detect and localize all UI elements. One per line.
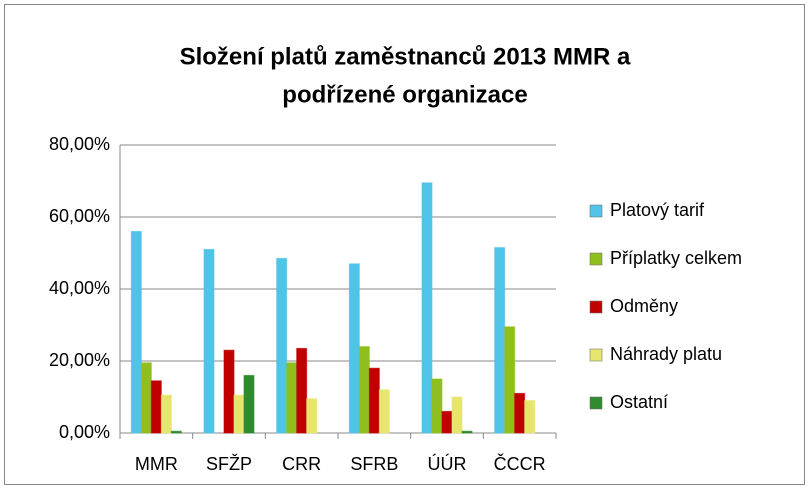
bar	[286, 362, 298, 434]
legend-label: Odměny	[610, 296, 678, 316]
x-tick-label: MMR	[135, 454, 178, 474]
chart-border	[4, 4, 805, 485]
legend-label: Příplatky celkem	[610, 248, 742, 268]
legend-swatch	[589, 300, 603, 314]
bar	[494, 247, 506, 434]
bar	[378, 389, 390, 434]
legend-swatch	[589, 348, 603, 362]
bar	[431, 378, 443, 434]
bar	[233, 394, 245, 434]
bar	[170, 430, 182, 434]
bar	[140, 362, 152, 434]
y-tick-label: 80,00%	[49, 134, 110, 154]
legend-label: Náhrady platu	[610, 344, 722, 364]
legend-swatch	[589, 252, 603, 266]
y-tick-label: 40,00%	[49, 278, 110, 298]
bar	[306, 398, 318, 434]
x-tick-label: SFŽP	[206, 454, 252, 474]
chart-title: Složení platů zaměstnanců 2013 MMR a	[180, 43, 631, 70]
bar	[160, 394, 172, 434]
x-tick-label: CRR	[282, 454, 321, 474]
bar	[223, 349, 235, 434]
legend-swatch	[589, 204, 603, 218]
bar	[348, 263, 360, 434]
x-tick-label: ÚÚR	[428, 453, 467, 474]
legend-label: Ostatní	[610, 392, 668, 412]
bar	[150, 380, 162, 434]
legend-label: Platový tarif	[610, 200, 705, 220]
y-tick-label: 60,00%	[49, 206, 110, 226]
bar	[276, 257, 288, 434]
bar	[524, 400, 536, 434]
bar	[368, 367, 380, 434]
bar	[203, 248, 215, 434]
bar	[130, 230, 142, 434]
bar	[451, 396, 463, 434]
bar	[461, 430, 473, 434]
bar	[358, 346, 370, 434]
bar	[504, 326, 516, 434]
x-tick-label: ČCCR	[494, 453, 546, 474]
bar	[514, 392, 526, 434]
y-tick-label: 20,00%	[49, 350, 110, 370]
legend-swatch	[589, 396, 603, 410]
bar	[296, 347, 308, 434]
x-tick-label: SFRB	[350, 454, 398, 474]
chart-title: podřízené organizace	[282, 81, 527, 108]
bar	[441, 410, 453, 434]
bar	[421, 182, 433, 434]
bar	[243, 374, 255, 434]
y-tick-label: 0,00%	[59, 422, 110, 442]
